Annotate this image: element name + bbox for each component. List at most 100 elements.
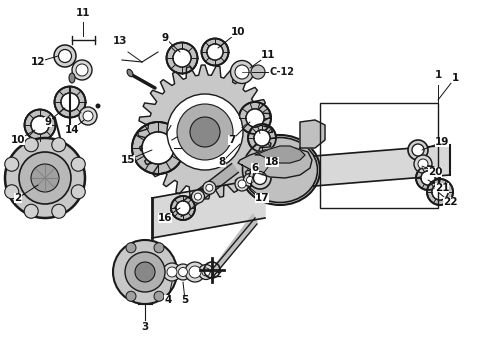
- Circle shape: [54, 45, 76, 67]
- Polygon shape: [265, 145, 450, 190]
- Text: 11: 11: [76, 8, 90, 18]
- Circle shape: [235, 177, 249, 191]
- Text: 9: 9: [161, 33, 180, 52]
- Circle shape: [190, 117, 220, 147]
- Circle shape: [19, 152, 71, 204]
- Circle shape: [132, 122, 184, 174]
- Circle shape: [414, 155, 432, 173]
- Circle shape: [432, 184, 448, 200]
- Polygon shape: [138, 65, 272, 199]
- Circle shape: [412, 144, 424, 156]
- Circle shape: [201, 39, 228, 66]
- Circle shape: [5, 138, 85, 218]
- Circle shape: [230, 60, 253, 84]
- Circle shape: [171, 196, 195, 220]
- Circle shape: [244, 174, 256, 186]
- Text: 1: 1: [438, 73, 459, 100]
- Text: 10: 10: [218, 27, 245, 48]
- Circle shape: [206, 184, 213, 191]
- Circle shape: [238, 180, 246, 188]
- Circle shape: [416, 166, 440, 190]
- Circle shape: [251, 65, 265, 79]
- Circle shape: [31, 164, 59, 192]
- Circle shape: [71, 157, 85, 171]
- Circle shape: [207, 44, 223, 60]
- Bar: [320, 103, 438, 208]
- Circle shape: [427, 179, 453, 205]
- Text: 15: 15: [121, 150, 152, 165]
- Text: 5: 5: [181, 282, 189, 305]
- Text: 18: 18: [262, 157, 279, 175]
- Circle shape: [167, 94, 243, 170]
- Polygon shape: [174, 164, 238, 216]
- Circle shape: [421, 171, 435, 185]
- Circle shape: [163, 263, 181, 281]
- Text: 12: 12: [31, 56, 58, 67]
- Circle shape: [192, 190, 204, 203]
- Circle shape: [142, 132, 174, 164]
- Text: 10: 10: [11, 130, 35, 145]
- Circle shape: [198, 265, 214, 279]
- Circle shape: [175, 264, 191, 280]
- Circle shape: [202, 268, 210, 276]
- Ellipse shape: [240, 135, 320, 205]
- Circle shape: [418, 159, 428, 169]
- Circle shape: [126, 243, 136, 253]
- Circle shape: [96, 104, 100, 108]
- Circle shape: [76, 64, 88, 76]
- Circle shape: [177, 104, 233, 160]
- Ellipse shape: [243, 138, 318, 202]
- Circle shape: [79, 107, 97, 125]
- Circle shape: [154, 291, 164, 301]
- Circle shape: [173, 49, 191, 67]
- Circle shape: [235, 65, 249, 79]
- Circle shape: [83, 111, 93, 121]
- Circle shape: [178, 267, 188, 276]
- Text: 19: 19: [422, 137, 449, 150]
- Circle shape: [125, 252, 165, 292]
- Text: 2: 2: [14, 185, 38, 203]
- Polygon shape: [238, 148, 312, 178]
- Circle shape: [113, 240, 177, 304]
- Circle shape: [246, 176, 253, 184]
- Polygon shape: [255, 146, 305, 163]
- Circle shape: [71, 185, 85, 199]
- Text: 13: 13: [113, 36, 127, 46]
- Circle shape: [52, 204, 66, 218]
- Circle shape: [31, 116, 49, 134]
- Circle shape: [61, 93, 79, 111]
- Text: 14: 14: [65, 120, 84, 135]
- Polygon shape: [152, 178, 265, 238]
- Circle shape: [253, 171, 267, 185]
- Circle shape: [126, 291, 136, 301]
- Circle shape: [54, 86, 85, 117]
- Polygon shape: [210, 214, 257, 278]
- Text: 1: 1: [434, 70, 441, 80]
- Circle shape: [5, 157, 19, 171]
- Circle shape: [72, 60, 92, 80]
- Text: 21: 21: [428, 180, 449, 193]
- Text: 9: 9: [45, 108, 65, 127]
- Circle shape: [24, 138, 38, 152]
- Circle shape: [135, 262, 155, 282]
- Circle shape: [246, 109, 264, 127]
- Polygon shape: [300, 120, 325, 148]
- Circle shape: [52, 138, 66, 152]
- Ellipse shape: [69, 73, 75, 83]
- Circle shape: [167, 267, 177, 277]
- Text: 3: 3: [142, 322, 148, 332]
- Text: 11: 11: [250, 50, 275, 68]
- Text: 7: 7: [228, 122, 250, 145]
- Circle shape: [195, 193, 201, 200]
- Text: C-12: C-12: [270, 67, 295, 77]
- Ellipse shape: [127, 69, 133, 77]
- Circle shape: [239, 102, 271, 134]
- Circle shape: [189, 266, 201, 278]
- Circle shape: [58, 50, 72, 63]
- Text: 6: 6: [250, 163, 259, 188]
- Circle shape: [408, 140, 428, 160]
- Circle shape: [5, 185, 19, 199]
- Text: 4: 4: [164, 282, 172, 305]
- Circle shape: [248, 124, 276, 152]
- Circle shape: [203, 181, 216, 194]
